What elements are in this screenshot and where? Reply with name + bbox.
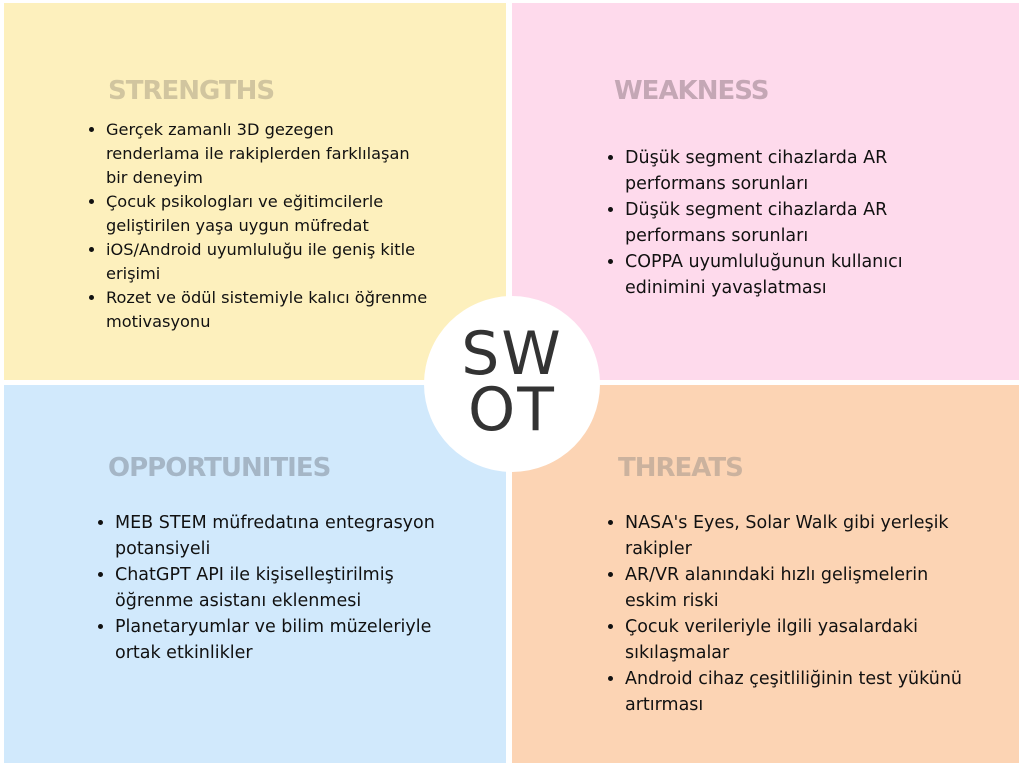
threats-item: Android cihaz çeşitliliğinin test yükünü… [625, 666, 965, 718]
threats-item: NASA's Eyes, Solar Walk gibi yerleşik ra… [625, 510, 965, 562]
weakness-list: Düşük segment cihazlarda AR performans s… [604, 145, 980, 301]
opportunities-quadrant: OPPORTUNITIES MEB STEM müfredatına enteg… [4, 385, 506, 763]
swot-center-circle: SW OT [424, 296, 600, 472]
strengths-item: iOS/Android uyumluluğu ile geniş kitle e… [106, 238, 431, 286]
threats-list: NASA's Eyes, Solar Walk gibi yerleşik ra… [604, 510, 965, 718]
swot-label-bottom: OT [468, 375, 556, 445]
opportunities-item: MEB STEM müfredatına entegrasyon potansi… [115, 510, 445, 562]
threats-item: AR/VR alanındaki hızlı gelişmelerin eski… [625, 562, 965, 614]
opportunities-item: ChatGPT API ile kişiselleştirilmiş öğren… [115, 562, 445, 614]
weakness-quadrant: WEAKNESS Düşük segment cihazlarda AR per… [512, 3, 1019, 380]
weakness-item: Düşük segment cihazlarda AR performans s… [625, 197, 980, 249]
weakness-item: Düşük segment cihazlarda AR performans s… [625, 145, 980, 197]
strengths-item: Rozet ve ödül sistemiyle kalıcı öğrenme … [106, 286, 431, 334]
weakness-title: WEAKNESS [614, 76, 770, 106]
strengths-list: Gerçek zamanlı 3D gezegen renderlama ile… [85, 118, 431, 334]
opportunities-list: MEB STEM müfredatına entegrasyon potansi… [94, 510, 445, 666]
swot-label-top: SW [461, 319, 563, 389]
weakness-item: COPPA uyumluluğunun kullanıcı edinimini … [625, 249, 980, 301]
strengths-title: STRENGTHS [108, 76, 275, 106]
threats-item: Çocuk verileriyle ilgili yasalardaki sık… [625, 614, 965, 666]
threats-quadrant: THREATS NASA's Eyes, Solar Walk gibi yer… [512, 385, 1019, 763]
opportunities-item: Planetaryumlar ve bilim müzeleriyle orta… [115, 614, 445, 666]
strengths-item: Gerçek zamanlı 3D gezegen renderlama ile… [106, 118, 431, 190]
strengths-item: Çocuk psikologları ve eğitimcilerle geli… [106, 190, 431, 238]
strengths-quadrant: STRENGTHS Gerçek zamanlı 3D gezegen rend… [4, 3, 506, 380]
opportunities-title: OPPORTUNITIES [108, 453, 331, 483]
threats-title: THREATS [618, 453, 744, 483]
